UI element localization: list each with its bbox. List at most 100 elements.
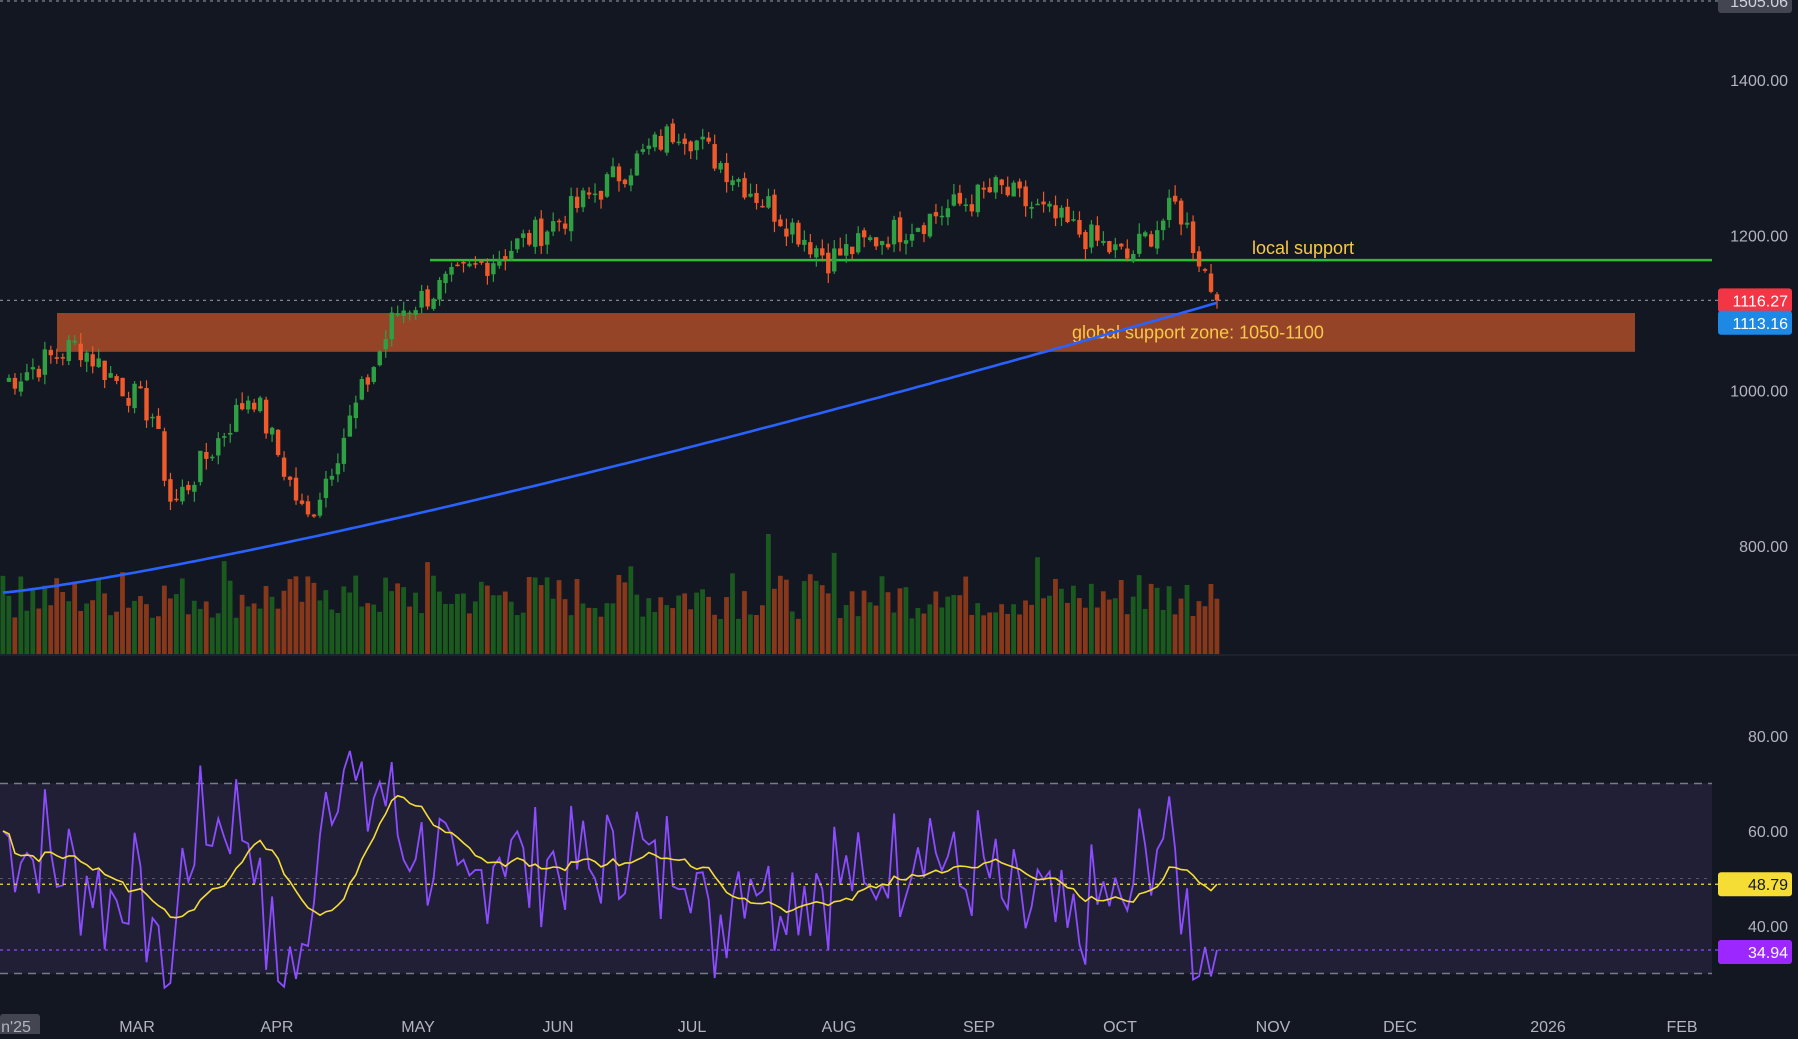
volume-bar [24, 610, 30, 654]
volume-bar [1029, 604, 1034, 654]
volume-bar [478, 581, 484, 654]
volume-bar [568, 615, 574, 654]
candle-up [1143, 232, 1148, 237]
candle-down [838, 248, 843, 256]
volume-bar [407, 606, 412, 654]
volume-bar [837, 618, 843, 654]
volume-bar [891, 612, 897, 654]
volume-bar [765, 534, 771, 654]
volume-bar [502, 591, 508, 654]
candle-down [1190, 221, 1196, 253]
candle-up [449, 266, 454, 275]
candle-down [174, 498, 179, 501]
candle-up [341, 437, 347, 464]
volume-bar [1005, 613, 1010, 654]
candle-up [580, 190, 586, 208]
x-tick-label: JUN [542, 1019, 573, 1034]
candle-up [1160, 220, 1166, 231]
volume-bar [921, 613, 927, 654]
volume-bar [951, 595, 957, 654]
candle-down [1172, 195, 1178, 202]
candle-up [718, 163, 723, 170]
candle-up [1047, 203, 1052, 207]
candle-up [694, 140, 699, 151]
candle-up [192, 484, 197, 492]
x-tick-label: n'25 [1, 1019, 31, 1034]
volume-bar [831, 552, 837, 654]
candle-down [156, 415, 161, 429]
volume-bar [275, 608, 281, 654]
volume-bar [84, 603, 90, 654]
volume-bar [1011, 604, 1016, 654]
candle-down [1202, 269, 1208, 271]
candle-down [503, 256, 508, 260]
volume-bar [30, 589, 36, 654]
candle-down [556, 220, 562, 223]
volume-bar [903, 587, 909, 654]
volume-bar [652, 611, 658, 654]
volume-bar [1124, 614, 1130, 654]
volume-bar [789, 611, 795, 654]
rsi-band-layer [0, 654, 1798, 975]
volume-bar [718, 618, 723, 654]
volume-bar [700, 589, 705, 654]
candle-down [60, 357, 65, 359]
volume-bar [191, 600, 197, 654]
candle-up [951, 194, 957, 206]
candle-up [903, 240, 909, 244]
candle-up [1184, 222, 1190, 225]
candle-down [1017, 181, 1022, 189]
candle-down [1065, 206, 1070, 223]
candle-down [114, 376, 119, 381]
ma-value-tag[interactable]: 1113.16 [1733, 316, 1789, 333]
volume-bar [203, 601, 209, 654]
candle-down [162, 431, 167, 481]
candle-down [760, 205, 765, 208]
candle-up [652, 134, 658, 148]
x-tick-label: 2026 [1530, 1019, 1566, 1034]
candle-down [54, 357, 60, 359]
candle-up [437, 280, 442, 300]
volume-bar [455, 593, 460, 654]
candle-up [228, 432, 233, 435]
volume-bar [963, 576, 969, 654]
volume-bar [1136, 575, 1142, 654]
candle-up [335, 463, 341, 475]
rsi-ma-tag[interactable]: 48.79 [1748, 877, 1788, 894]
volume-bar [155, 616, 161, 654]
top-price-tag-bg[interactable] [1718, 0, 1792, 13]
top-price-tag[interactable]: 1505.06 [1730, 0, 1788, 11]
rsi-value-tag[interactable]: 34.94 [1748, 945, 1788, 962]
volume-bar [1214, 598, 1220, 654]
candle-up [545, 231, 550, 245]
ma-value-tag-bg[interactable] [1718, 310, 1792, 335]
candle-up [24, 372, 30, 381]
volume-bar [532, 577, 538, 654]
volume-bar [150, 617, 155, 654]
volume-bar [1106, 599, 1112, 654]
volume-bar [96, 578, 101, 654]
volume-bar [556, 580, 562, 654]
candle-up [66, 339, 71, 362]
candle-up [389, 312, 394, 340]
volume-bar [36, 608, 42, 654]
volume-bar [126, 607, 131, 654]
rsi-ma-tag-bg[interactable] [1718, 872, 1792, 897]
volume-bar [748, 614, 753, 654]
volume-bar [1035, 557, 1040, 654]
volume-bar [66, 601, 72, 654]
rsi-value-tag-bg[interactable] [1718, 940, 1792, 965]
last-price-tag-bg[interactable] [1718, 288, 1792, 313]
volume-bar [981, 615, 987, 654]
volume-bar [1166, 586, 1172, 654]
volume-bar [957, 595, 963, 654]
last-price-tag[interactable]: 1116.27 [1733, 293, 1789, 310]
volume-bar [771, 588, 777, 654]
volume-bar [90, 600, 95, 654]
candle-up [628, 175, 634, 186]
price-tags-layer[interactable]: 1505.06 1116.27 1113.16 48.79 34.94 [1718, 0, 1792, 965]
volume-bar [777, 575, 783, 654]
volume-bar [801, 581, 807, 654]
volume-bar [610, 603, 616, 654]
candle-down [186, 484, 191, 491]
